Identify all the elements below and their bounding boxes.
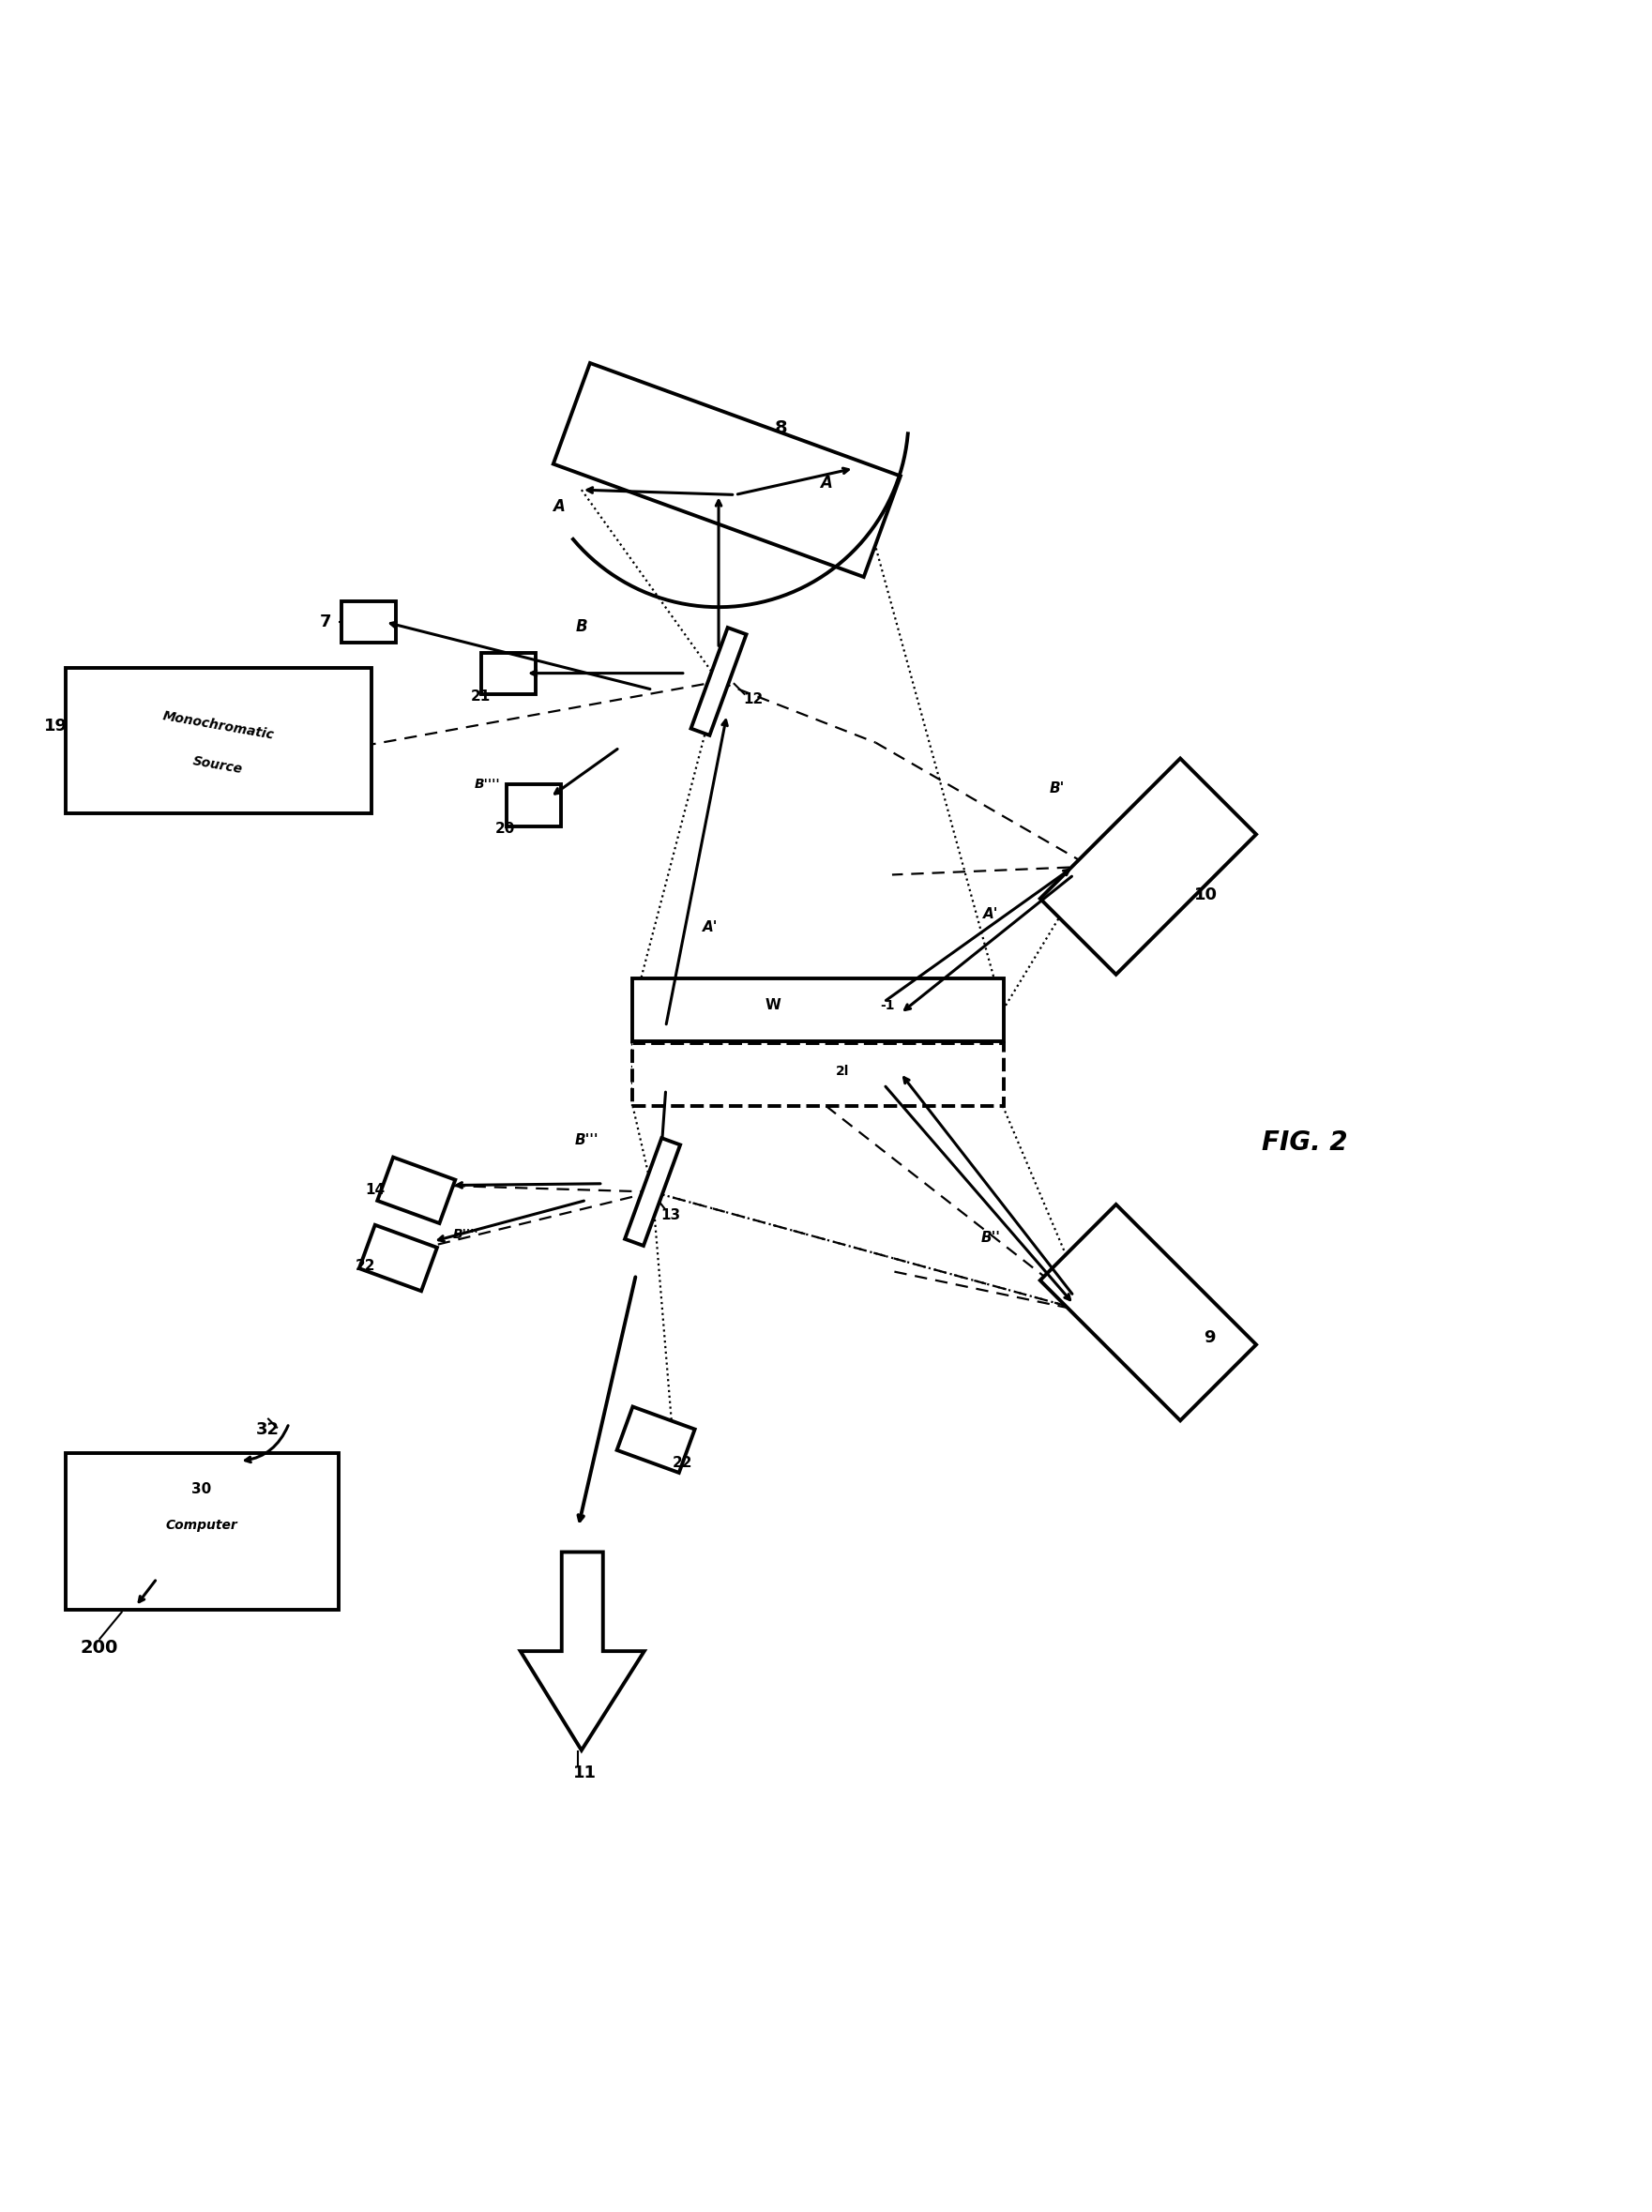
Text: B'': B'' (981, 1232, 1001, 1245)
Text: A: A (552, 498, 565, 515)
Text: Computer: Computer (165, 1520, 238, 1533)
Polygon shape (1041, 1206, 1256, 1420)
Text: B'''': B'''' (474, 776, 501, 790)
Text: A': A' (983, 907, 999, 922)
Text: B'''': B'''' (453, 1228, 479, 1241)
Text: 19: 19 (45, 717, 68, 734)
Polygon shape (616, 1407, 695, 1473)
Text: 9: 9 (1203, 1329, 1216, 1345)
Text: 30: 30 (192, 1482, 211, 1495)
FancyBboxPatch shape (66, 1453, 339, 1610)
Polygon shape (691, 628, 747, 734)
Text: 32: 32 (256, 1422, 279, 1438)
Text: 10: 10 (1194, 887, 1218, 902)
Polygon shape (624, 1137, 681, 1245)
Text: B''': B''' (575, 1135, 598, 1148)
Polygon shape (520, 1553, 644, 1750)
Text: A': A' (702, 920, 719, 936)
Text: Monochromatic: Monochromatic (162, 710, 274, 743)
Text: B: B (575, 619, 588, 635)
Polygon shape (377, 1157, 456, 1223)
Text: 20: 20 (496, 821, 515, 836)
Polygon shape (342, 602, 396, 644)
Text: W: W (765, 998, 781, 1013)
Polygon shape (631, 978, 1004, 1042)
Text: 21: 21 (471, 690, 491, 703)
Text: 7: 7 (319, 613, 332, 630)
Text: B': B' (1049, 781, 1066, 796)
Text: 2l: 2l (836, 1064, 849, 1077)
Text: 12: 12 (743, 692, 763, 706)
Text: FIG. 2: FIG. 2 (1262, 1128, 1348, 1155)
Text: 8: 8 (775, 420, 788, 438)
Polygon shape (506, 785, 562, 825)
Polygon shape (631, 1044, 1004, 1106)
Text: Source: Source (192, 754, 244, 776)
Polygon shape (482, 653, 537, 695)
Text: 14: 14 (365, 1183, 385, 1197)
Text: -1: -1 (881, 998, 894, 1011)
Text: 22: 22 (355, 1259, 375, 1274)
Text: A: A (819, 476, 833, 491)
Polygon shape (553, 363, 900, 577)
Text: 13: 13 (661, 1208, 681, 1221)
Polygon shape (358, 1225, 438, 1292)
Text: 200: 200 (81, 1639, 117, 1657)
FancyBboxPatch shape (66, 668, 372, 814)
Text: 22: 22 (672, 1455, 692, 1469)
Polygon shape (1041, 759, 1256, 975)
Text: 11: 11 (573, 1765, 596, 1783)
